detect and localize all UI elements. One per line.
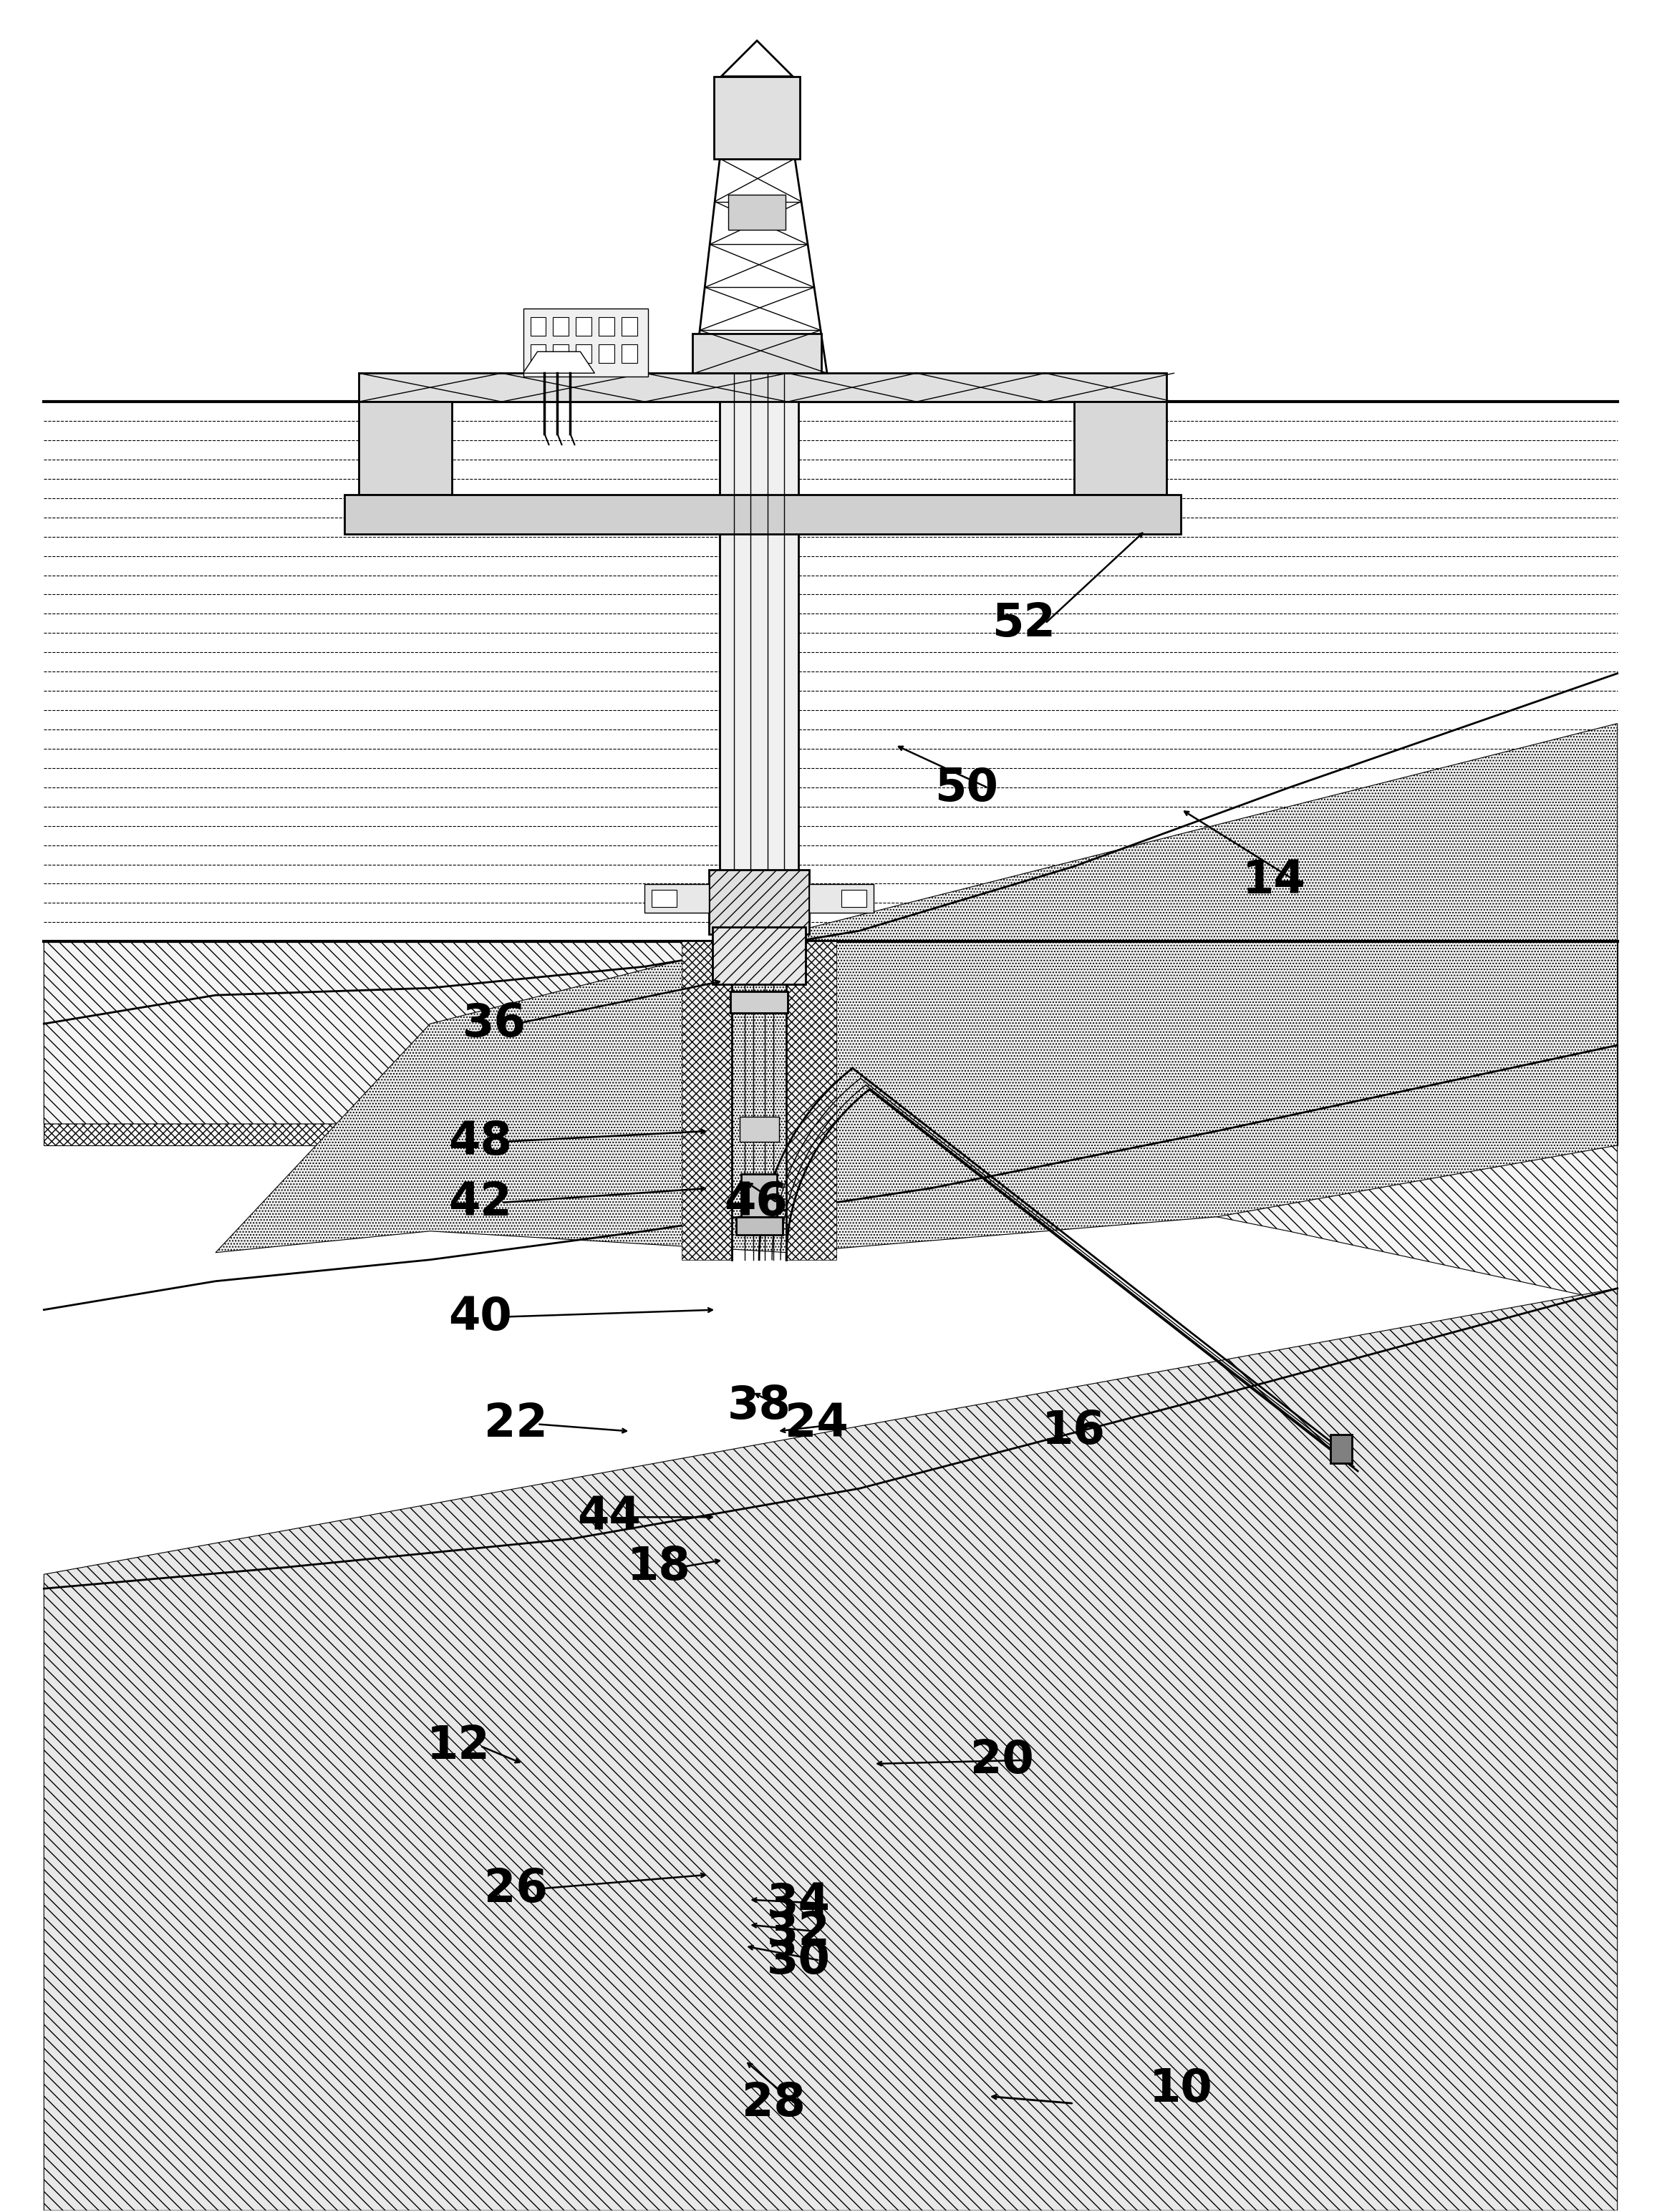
Text: 50: 50 [934, 765, 999, 810]
Text: 24: 24 [784, 1402, 848, 1447]
Bar [577, 345, 592, 363]
Bar [553, 345, 568, 363]
Bar [622, 316, 638, 336]
Bar [598, 316, 615, 336]
Text: 26: 26 [484, 1867, 548, 1911]
Bar [359, 374, 1167, 403]
Bar [786, 942, 836, 1259]
Bar [1330, 1436, 1351, 1464]
Bar [622, 345, 638, 363]
Polygon shape [43, 942, 1617, 1146]
Polygon shape [524, 352, 595, 374]
Text: 22: 22 [484, 1402, 548, 1447]
Text: 52: 52 [992, 602, 1055, 646]
Text: 46: 46 [723, 1181, 788, 1225]
Bar [728, 195, 786, 230]
Bar [344, 495, 1182, 533]
Text: 42: 42 [449, 1181, 512, 1225]
Bar [524, 310, 648, 376]
Text: 34: 34 [766, 1880, 831, 1924]
Bar [652, 889, 676, 907]
Text: 44: 44 [577, 1495, 642, 1540]
Text: 28: 28 [741, 2081, 806, 2126]
Bar [841, 889, 866, 907]
Bar [710, 869, 809, 933]
Text: 16: 16 [1042, 1409, 1105, 1453]
Bar [598, 345, 615, 363]
Bar [1074, 403, 1167, 495]
Bar [809, 885, 874, 914]
Text: 40: 40 [449, 1294, 512, 1338]
Bar [359, 403, 452, 495]
Bar [693, 334, 821, 374]
Text: 30: 30 [766, 1938, 831, 1982]
Text: 38: 38 [728, 1385, 791, 1429]
Text: 48: 48 [449, 1119, 512, 1164]
Polygon shape [695, 159, 828, 374]
Text: 32: 32 [766, 1909, 831, 1953]
Bar [715, 77, 799, 159]
Bar [740, 1117, 779, 1141]
Bar [645, 885, 710, 914]
Text: 10: 10 [1150, 2066, 1213, 2110]
Text: 14: 14 [1242, 858, 1306, 902]
Polygon shape [43, 1287, 1617, 2210]
Text: 18: 18 [627, 1544, 691, 1590]
Bar [530, 316, 547, 336]
Bar [713, 927, 806, 984]
Bar [741, 1175, 778, 1217]
Bar [731, 991, 788, 1013]
Bar [681, 942, 731, 1259]
Text: 12: 12 [427, 1723, 490, 1767]
Bar [577, 316, 592, 336]
Bar [530, 345, 547, 363]
Polygon shape [721, 40, 793, 77]
Polygon shape [43, 942, 1617, 1303]
Bar [736, 1217, 783, 1234]
Polygon shape [216, 723, 1617, 1252]
Text: 20: 20 [971, 1739, 1034, 1783]
Text: 36: 36 [462, 1002, 527, 1046]
Bar [553, 316, 568, 336]
Bar [720, 374, 798, 942]
